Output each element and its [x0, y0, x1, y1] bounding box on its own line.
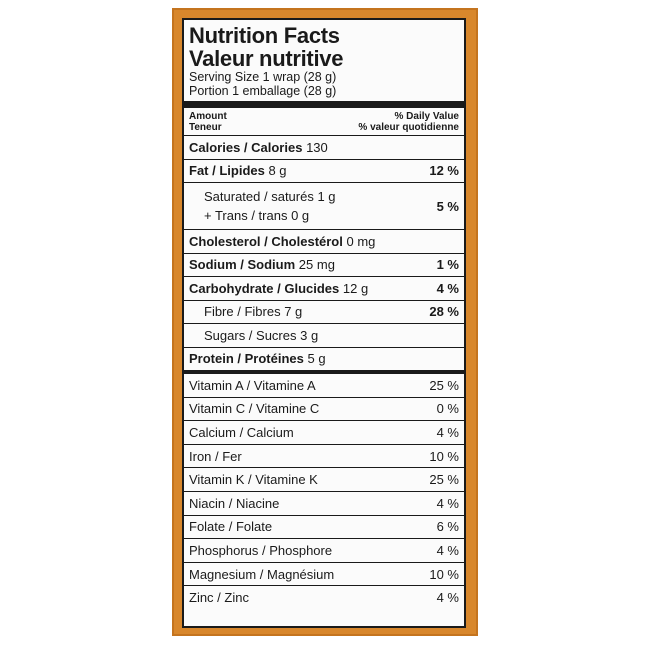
amount-header-english: Amount — [189, 111, 227, 122]
calories-amount: 130 — [306, 139, 328, 155]
vitamin-daily-value: 4 % — [436, 424, 459, 440]
fat-daily-value: 12 % — [429, 163, 459, 179]
vitamin-daily-value: 6 % — [436, 519, 459, 535]
vitamin-row: Magnesium / Magnésium 10 % — [189, 563, 459, 586]
vitamin-label: Vitamin C / Vitamine C — [189, 401, 320, 417]
nutrition-facts-table: Nutrition Facts Valeur nutritive Serving… — [182, 18, 466, 628]
sodium-row: Sodium / Sodium 25 mg 1 % — [189, 254, 459, 277]
fat-label: Fat / Lipides — [189, 163, 265, 179]
vitamin-row: Folate / Folate 6 % — [189, 516, 459, 539]
divider — [184, 467, 464, 469]
trans-amount: 0 g — [291, 208, 310, 223]
calories-label: Calories / Calories — [189, 139, 303, 155]
divider — [184, 299, 464, 301]
carbohydrate-label: Carbohydrate / Glucides — [189, 280, 340, 296]
divider — [184, 585, 464, 587]
vitamin-label: Calcium / Calcium — [189, 424, 294, 440]
serving-size-french: Portion 1 emballage (28 g) — [189, 84, 337, 98]
divider — [184, 396, 464, 398]
divider — [184, 514, 464, 516]
column-header: Amount Teneur % Daily Value % valeur quo… — [189, 110, 459, 135]
divider — [184, 252, 464, 254]
divider — [184, 346, 464, 348]
vitamin-label: Magnesium / Magnésium — [189, 566, 335, 582]
vitamin-daily-value: 10 % — [429, 448, 459, 464]
title-french: Valeur nutritive — [189, 46, 344, 71]
protein-row: Protein / Protéines 5 g — [189, 348, 459, 371]
divider-thick — [184, 101, 464, 108]
divider — [184, 538, 464, 540]
vitamin-row: Niacin / Niacine 4 % — [189, 492, 459, 515]
carbohydrate-daily-value: 4 % — [436, 280, 459, 296]
divider — [184, 229, 464, 230]
fat-row: Fat / Lipides 8 g 12 % — [189, 160, 459, 183]
vitamin-label: Phosphorus / Phosphore — [189, 542, 333, 558]
carbohydrate-row: Carbohydrate / Glucides 12 g 4 % — [189, 277, 459, 300]
divider — [184, 490, 464, 492]
fibre-amount: 7 g — [284, 304, 303, 320]
vitamin-daily-value: 10 % — [429, 566, 459, 582]
amount-header-french: Teneur — [189, 122, 222, 133]
vitamin-daily-value: 25 % — [429, 472, 459, 488]
trans-label: + Trans / trans — [204, 208, 288, 223]
saturated-trans-daily-value: 5 % — [436, 198, 459, 214]
cholesterol-label: Cholesterol / Cholestérol — [189, 233, 343, 249]
title-english: Nutrition Facts — [189, 23, 340, 48]
protein-amount: 5 g — [307, 351, 326, 367]
sodium-daily-value: 1 % — [436, 257, 459, 273]
vitamin-label: Zinc / Zinc — [189, 590, 249, 606]
divider — [184, 135, 464, 136]
fibre-row: Fibre / Fibres 7 g 28 % — [189, 301, 459, 324]
fibre-label: Fibre / Fibres — [204, 304, 281, 320]
vitamin-label: Folate / Folate — [189, 519, 273, 535]
daily-value-header-english: % Daily Value — [394, 111, 459, 122]
cholesterol-row: Cholesterol / Cholestérol 0 mg — [189, 230, 459, 253]
divider — [184, 182, 464, 183]
fibre-daily-value: 28 % — [429, 304, 459, 320]
vitamin-row: Vitamin C / Vitamine C 0 % — [189, 398, 459, 421]
vitamin-row: Phosphorus / Phosphore 4 % — [189, 539, 459, 562]
vitamin-row: Vitamin A / Vitamine A 25 % — [189, 374, 459, 397]
vitamin-label: Vitamin K / Vitamine K — [189, 472, 318, 488]
serving-size-english: Serving Size 1 wrap (28 g) — [189, 70, 337, 84]
divider — [184, 276, 464, 277]
sugars-row: Sugars / Sucres 3 g — [189, 324, 459, 347]
vitamin-daily-value: 25 % — [429, 377, 459, 393]
vitamin-label: Vitamin A / Vitamine A — [189, 377, 316, 393]
divider — [184, 323, 464, 324]
vitamin-daily-value: 4 % — [436, 542, 459, 558]
vitamins-list: Vitamin A / Vitamine A 25 % Vitamin C / … — [184, 374, 464, 609]
saturated-amount: 1 g — [317, 189, 336, 204]
vitamin-row: Iron / Fer 10 % — [189, 445, 459, 468]
daily-value-header-french: % valeur quotidienne — [358, 122, 459, 133]
sugars-label: Sugars / Sucres — [204, 327, 297, 343]
divider-thick — [184, 370, 464, 374]
sodium-label: Sodium / Sodium — [189, 257, 296, 273]
sugars-amount: 3 g — [300, 327, 319, 343]
divider — [184, 443, 464, 445]
vitamin-label: Niacin / Niacine — [189, 495, 280, 511]
fat-amount: 8 g — [268, 163, 287, 179]
cholesterol-amount: 0 mg — [346, 233, 376, 249]
vitamin-row: Zinc / Zinc 4 % — [189, 586, 459, 609]
divider — [184, 561, 464, 563]
vitamin-row: Calcium / Calcium 4 % — [189, 421, 459, 444]
divider — [184, 158, 464, 160]
vitamin-daily-value: 4 % — [436, 590, 459, 606]
carbohydrate-amount: 12 g — [342, 280, 369, 296]
saturated-trans-row: Saturated / saturés 1 g + Trans / trans … — [189, 183, 459, 229]
saturated-label: Saturated / saturés — [204, 189, 314, 204]
vitamin-label: Iron / Fer — [189, 448, 242, 464]
vitamin-daily-value: 4 % — [436, 495, 459, 511]
sodium-amount: 25 mg — [298, 257, 335, 273]
calories-row: Calories / Calories 130 — [189, 136, 459, 159]
vitamin-row: Vitamin K / Vitamine K 25 % — [189, 468, 459, 491]
divider — [184, 420, 464, 422]
vitamin-daily-value: 0 % — [436, 401, 459, 417]
protein-label: Protein / Protéines — [189, 351, 304, 367]
